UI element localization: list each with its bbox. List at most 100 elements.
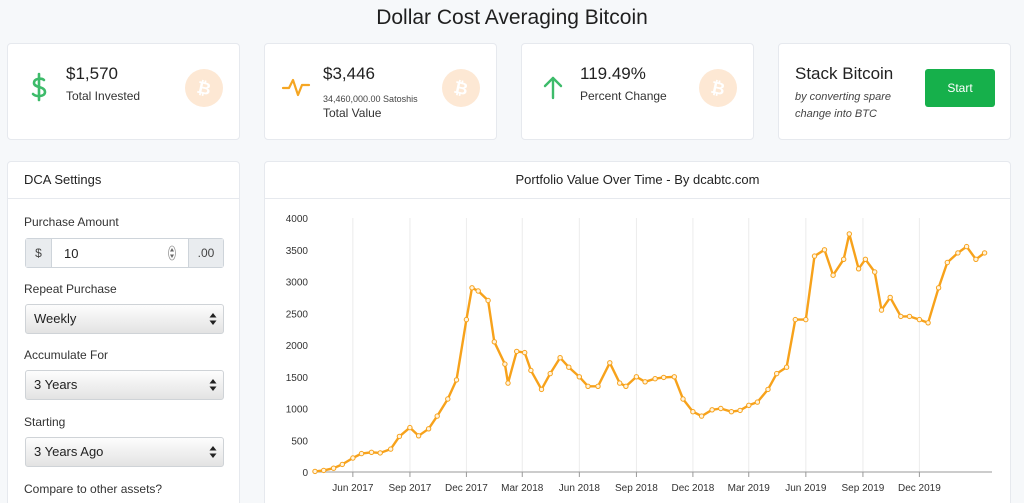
total-value-label: Total Value <box>323 106 382 120</box>
data-point <box>607 360 613 366</box>
percent-change-label: Percent Change <box>580 89 667 103</box>
data-point <box>453 377 460 383</box>
stack-bitcoin-card: Stack Bitcoin by converting spare change… <box>778 43 1011 140</box>
data-point <box>377 450 383 456</box>
y-tick-label: 1000 <box>286 405 309 416</box>
x-tick-label: Jun 2017 <box>332 483 374 494</box>
start-button[interactable]: Start <box>925 69 995 107</box>
total-value-value: $3,446 <box>323 64 375 83</box>
dca-settings-card: DCA Settings Purchase Amount $ 10 .00 Re… <box>7 161 240 503</box>
data-point <box>935 285 942 291</box>
data-point <box>955 250 961 256</box>
data-point <box>981 250 988 256</box>
x-tick-label: Mar 2018 <box>501 483 544 494</box>
data-point <box>783 364 790 370</box>
data-point <box>358 450 365 457</box>
data-point <box>671 374 677 380</box>
data-point <box>690 409 696 415</box>
purchase-amount-input[interactable]: 10 <box>52 239 188 267</box>
purchase-amount-group: $ 10 .00 <box>25 238 224 268</box>
data-point <box>862 256 869 262</box>
data-point <box>765 386 771 393</box>
select-arrows-icon <box>209 379 217 391</box>
data-point <box>709 407 715 413</box>
y-tick-label: 2500 <box>286 309 309 320</box>
data-point <box>811 253 818 259</box>
data-point <box>872 269 878 275</box>
data-point <box>737 407 743 414</box>
data-point <box>973 256 979 262</box>
accumulate-for-select[interactable]: 3 Years <box>25 370 224 400</box>
data-point <box>633 374 640 380</box>
y-tick-label: 0 <box>302 468 308 479</box>
data-point <box>368 449 375 456</box>
data-point <box>407 424 413 431</box>
currency-prefix: $ <box>26 239 52 267</box>
data-point <box>485 297 491 304</box>
percent-change-value: 119.49% <box>580 64 646 83</box>
compare-assets-label: Compare to other assets? <box>24 482 163 496</box>
data-point <box>388 446 394 452</box>
data-point <box>754 399 761 405</box>
x-tick-label: Dec 2019 <box>898 483 941 494</box>
page-title: Dollar Cost Averaging Bitcoin <box>376 6 648 29</box>
arrow-up-icon <box>538 72 568 102</box>
data-point <box>576 374 582 380</box>
starting-value: 3 Years Ago <box>34 444 104 459</box>
data-point <box>557 355 563 361</box>
x-tick-label: Jun 2019 <box>785 483 827 494</box>
data-point <box>680 396 686 402</box>
dca-settings-title: DCA Settings <box>8 162 239 199</box>
y-tick-label: 500 <box>291 436 308 447</box>
data-point <box>463 316 470 323</box>
purchase-amount-value: 10 <box>64 245 79 261</box>
data-point <box>821 247 828 253</box>
data-point <box>898 313 904 320</box>
currency-suffix: .00 <box>188 239 223 267</box>
data-point <box>339 461 346 468</box>
stack-bitcoin-title: Stack Bitcoin <box>795 64 894 83</box>
total-value-card: $3,446 34,460,000.00 Satoshis Total Valu… <box>264 43 497 140</box>
pulse-icon <box>281 72 311 102</box>
svg-text:₿: ₿ <box>195 78 213 99</box>
data-point <box>855 266 862 272</box>
data-point <box>944 259 950 266</box>
data-point <box>350 455 356 461</box>
percent-change-card: 119.49% Percent Change ₿ <box>521 43 754 140</box>
data-point <box>698 413 705 419</box>
data-point <box>514 348 520 355</box>
data-point <box>830 272 836 278</box>
repeat-purchase-label: Repeat Purchase <box>24 282 117 296</box>
data-point <box>528 367 534 374</box>
number-spinner-icon[interactable] <box>168 245 176 263</box>
repeat-purchase-select[interactable]: Weekly <box>25 304 224 334</box>
data-point <box>469 285 475 291</box>
x-tick-label: Dec 2017 <box>445 483 488 494</box>
data-point <box>617 380 623 386</box>
data-point <box>916 316 923 323</box>
data-point <box>887 294 893 301</box>
x-tick-label: Mar 2019 <box>728 483 771 494</box>
data-point <box>566 364 572 370</box>
data-point <box>502 361 508 367</box>
data-point <box>878 307 885 313</box>
svg-text:₿: ₿ <box>709 78 727 99</box>
x-tick-label: Sep 2017 <box>389 483 432 494</box>
purchase-amount-label: Purchase Amount <box>24 215 119 229</box>
data-point <box>623 383 629 390</box>
total-invested-value: $1,570 <box>66 64 118 83</box>
starting-select[interactable]: 3 Years Ago <box>25 437 224 467</box>
data-point <box>642 379 648 385</box>
y-tick-label: 3500 <box>286 246 309 257</box>
data-point <box>925 320 931 326</box>
accumulate-for-label: Accumulate For <box>24 348 109 362</box>
x-tick-label: Sep 2019 <box>842 483 885 494</box>
data-point <box>718 405 724 412</box>
series-line <box>314 232 986 473</box>
data-point <box>330 465 337 471</box>
data-point <box>425 426 432 432</box>
starting-label: Starting <box>24 415 66 429</box>
svg-text:₿: ₿ <box>452 78 470 99</box>
data-point <box>522 349 528 356</box>
data-point <box>746 402 752 409</box>
